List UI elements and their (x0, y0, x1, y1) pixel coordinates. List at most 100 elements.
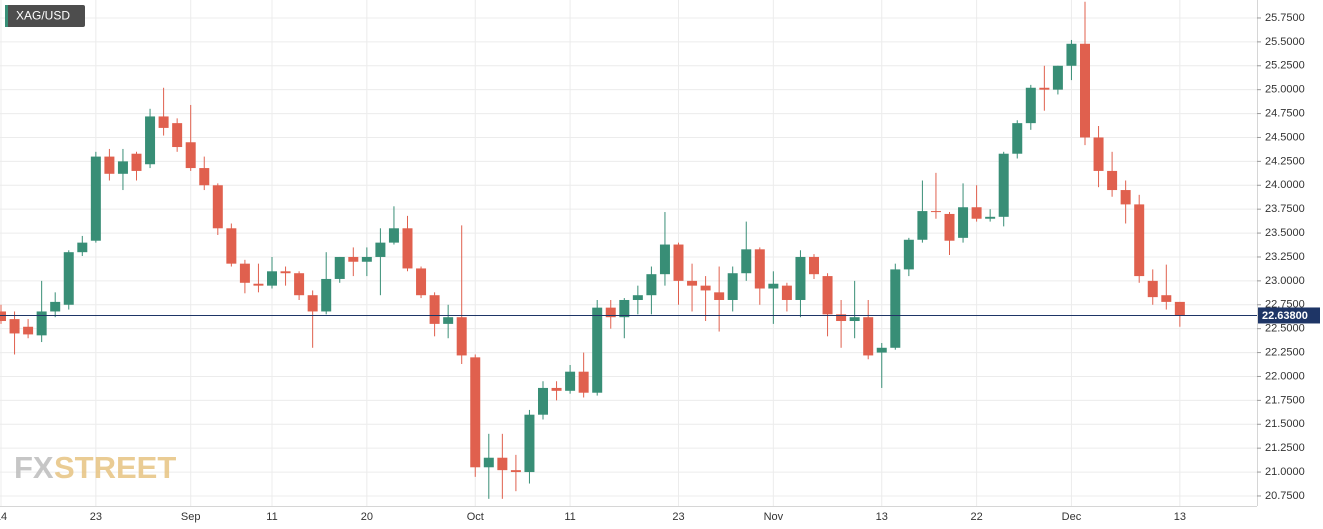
x-tick-label: 23 (90, 511, 102, 523)
candle-body (9, 319, 20, 334)
candle-body (416, 268, 427, 296)
candle-body (1107, 170, 1118, 191)
x-tick-label: Oct (467, 511, 484, 523)
candle-body (280, 271, 291, 274)
x-tick-label: 22 (970, 511, 982, 523)
candle-body (619, 299, 630, 318)
candle-body (307, 295, 318, 312)
y-tick-label: 21.7500 (1265, 394, 1305, 406)
candle-body (754, 249, 765, 289)
candle-body (145, 116, 156, 165)
y-tick-label: 22.2500 (1265, 346, 1305, 358)
candle-body (510, 470, 521, 473)
candle-body (849, 317, 860, 322)
y-tick-label: 20.7500 (1265, 490, 1305, 502)
y-tick-label: 25.5000 (1265, 36, 1305, 48)
y-tick-label: 24.2500 (1265, 155, 1305, 167)
candle-body (565, 371, 576, 391)
candle-body (795, 256, 806, 300)
candle-body (1012, 123, 1023, 154)
candle-body (1080, 43, 1090, 138)
candle-body (822, 276, 833, 315)
candle-body (226, 228, 237, 264)
y-tick-label: 25.2500 (1265, 60, 1305, 72)
symbol-badge (5, 5, 85, 27)
y-tick-label: 21.2500 (1265, 442, 1305, 454)
candle-body (239, 263, 250, 283)
candle-body (483, 457, 494, 468)
candle-body (334, 256, 345, 279)
candle-body (876, 347, 887, 353)
candle-body (429, 295, 440, 324)
x-tick-label: 14 (0, 511, 7, 523)
candle-body (50, 301, 61, 312)
candle-body (158, 116, 169, 128)
y-tick-label: 25.7500 (1265, 12, 1305, 24)
candle-body (90, 156, 101, 241)
candle-body (456, 317, 467, 356)
candle-body (890, 269, 901, 348)
candle-body (1120, 190, 1131, 205)
y-tick-label: 23.0000 (1265, 275, 1305, 287)
y-tick-label: 21.0000 (1265, 466, 1305, 478)
y-tick-label: 21.5000 (1265, 418, 1305, 430)
candle-body (1134, 204, 1145, 277)
x-tick-label: 20 (361, 511, 373, 523)
candle-body (212, 185, 223, 229)
candle-body (727, 273, 738, 300)
candle-body (781, 285, 792, 300)
candle-body (700, 285, 711, 291)
candle-body (659, 244, 670, 275)
candle-body (1161, 295, 1172, 302)
candle-body (1052, 65, 1063, 90)
candle-body (551, 387, 562, 391)
candle-body (104, 156, 115, 174)
candle-body (321, 278, 332, 312)
candle-body (741, 249, 752, 274)
candle-body (930, 211, 941, 213)
candle-body (1147, 280, 1158, 298)
y-tick-label: 24.0000 (1265, 179, 1305, 191)
plot (0, 1, 1185, 499)
y-tick-label: 23.7500 (1265, 203, 1305, 215)
candle-body (199, 168, 210, 186)
symbol-title: XAG/USD (16, 9, 70, 23)
grid (0, 0, 1257, 506)
y-tick-label: 22.5000 (1265, 323, 1305, 335)
candle-body (958, 207, 969, 238)
watermark-fx: FX (14, 450, 54, 485)
candle-body (497, 457, 508, 471)
candle-body (0, 311, 6, 322)
candle-body (971, 207, 982, 219)
candle-body (903, 239, 914, 270)
candle-body (687, 280, 698, 286)
candle-body (1066, 43, 1077, 66)
candle-body (985, 216, 996, 219)
candle-body (36, 311, 47, 336)
y-tick-label: 23.2500 (1265, 251, 1305, 263)
x-tick-label: Dec (1062, 511, 1082, 523)
x-tick-label: Sep (181, 511, 201, 523)
x-tick-label: 23 (672, 511, 684, 523)
candle-body (131, 153, 142, 171)
candle-body (23, 326, 34, 335)
candle-body (944, 213, 955, 241)
candle-body (836, 314, 847, 322)
candle-body (1174, 301, 1185, 316)
candle-body (388, 228, 399, 243)
x-tick-label: Nov (764, 511, 784, 523)
candle-body (1025, 87, 1036, 124)
candle-body (646, 274, 657, 296)
y-tick-label: 24.7500 (1265, 107, 1305, 119)
candle-body (375, 242, 386, 257)
x-tick-label: 13 (1174, 511, 1186, 523)
candle-body (538, 387, 548, 415)
watermark-street: STREET (54, 450, 176, 485)
candle-body (809, 256, 819, 275)
candle-body (605, 307, 616, 318)
candle-body (1039, 87, 1050, 90)
candle-body (253, 283, 264, 286)
candle-body (524, 414, 535, 473)
candle-body (117, 161, 128, 174)
